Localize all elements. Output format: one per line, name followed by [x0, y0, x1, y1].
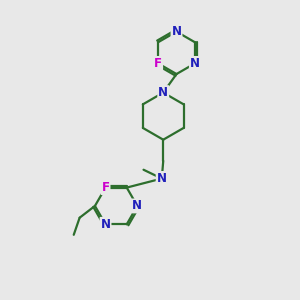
Text: F: F [101, 181, 110, 194]
Text: F: F [154, 57, 162, 70]
Text: N: N [100, 218, 110, 231]
Text: N: N [190, 57, 200, 70]
Text: N: N [132, 200, 142, 212]
Text: N: N [157, 172, 167, 185]
Text: N: N [172, 25, 182, 38]
Text: N: N [157, 172, 167, 185]
Text: N: N [158, 86, 168, 99]
